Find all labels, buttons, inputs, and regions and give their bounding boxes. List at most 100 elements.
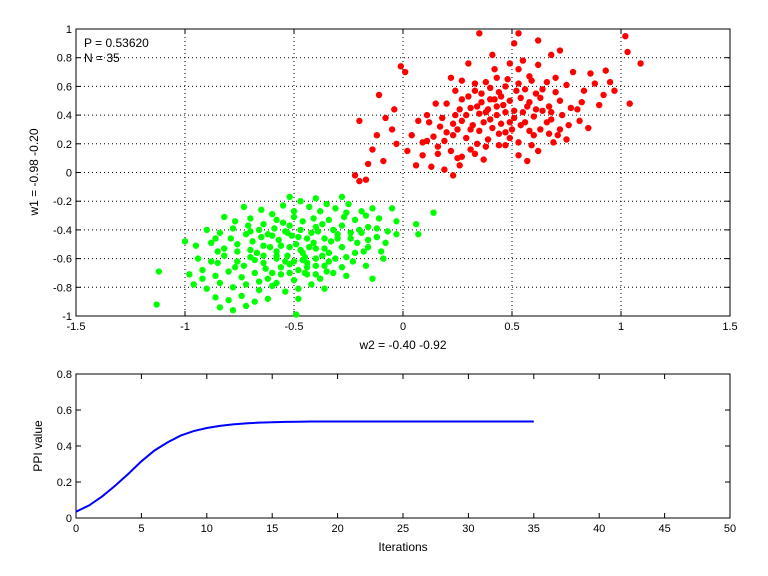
scatter-point-series-2	[273, 252, 280, 259]
scatter-point-series-2	[297, 198, 304, 205]
scatter-point-series-2	[351, 216, 359, 224]
scatter-point-series-2	[212, 294, 219, 301]
scatter-point-series-2	[364, 236, 372, 244]
line-x-tick-label: 30	[462, 523, 474, 535]
scatter-point-series-1	[412, 162, 420, 169]
scatter-point-series-2	[321, 285, 328, 292]
scatter-point-series-1	[432, 100, 439, 107]
scatter-point-series-2	[221, 252, 228, 259]
scatter-point-series-1	[611, 87, 618, 94]
scatter-point-series-2	[290, 276, 298, 284]
scatter-point-series-1	[458, 117, 466, 125]
line-x-tick-label: 20	[331, 523, 343, 535]
scatter-point-series-2	[212, 235, 219, 242]
scatter-point-series-2	[260, 220, 267, 228]
scatter-point-series-1	[441, 137, 448, 145]
scatter-point-series-2	[229, 284, 237, 291]
scatter-point-series-2	[388, 205, 396, 212]
scatter-point-series-2	[340, 213, 348, 221]
scatter-point-series-2	[194, 255, 202, 262]
scatter-point-series-1	[556, 126, 564, 133]
scatter-point-series-2	[255, 226, 263, 234]
scatter-point-series-1	[558, 111, 566, 119]
scatter-point-series-2	[260, 259, 267, 267]
scatter-y-axis-label: w1 = -0.98 -0.20	[27, 128, 41, 216]
scatter-y-tick-label: -0.8	[53, 282, 72, 294]
line-x-tick-label: 0	[73, 523, 79, 535]
scatter-point-series-2	[321, 262, 328, 269]
scatter-point-series-1	[585, 124, 592, 132]
scatter-point-series-1	[563, 136, 570, 143]
scatter-point-series-2	[255, 286, 263, 294]
scatter-point-series-1	[508, 126, 516, 133]
scatter-point-series-1	[419, 152, 426, 159]
scatter-point-series-2	[249, 238, 256, 245]
scatter-point-series-1	[473, 103, 481, 110]
scatter-point-series-2	[297, 246, 304, 254]
scatter-point-series-1	[622, 32, 629, 40]
scatter-annotations: P = 0.53620 N = 35	[84, 36, 149, 65]
scatter-point-series-1	[587, 70, 594, 77]
scatter-point-series-1	[506, 134, 514, 142]
scatter-point-series-2	[373, 225, 381, 232]
scatter-point-series-2	[275, 236, 282, 244]
scatter-point-series-2	[323, 200, 330, 208]
scatter-point-series-2	[310, 239, 317, 247]
scatter-point-series-2	[255, 278, 263, 285]
scatter-point-series-2	[266, 243, 274, 251]
scatter-point-series-2	[351, 249, 359, 257]
scatter-point-series-1	[447, 74, 455, 81]
line-y-tick-label: 0	[66, 513, 72, 525]
scatter-y-tick-label: 0	[66, 168, 72, 180]
scatter-point-series-2	[380, 255, 387, 262]
scatter-y-tick-label: -0.2	[53, 196, 72, 208]
scatter-point-series-2	[362, 212, 370, 219]
scatter-point-series-1	[602, 67, 609, 74]
scatter-point-series-2	[203, 285, 210, 292]
scatter-point-series-2	[192, 242, 200, 249]
scatter-point-series-1	[478, 90, 485, 97]
scatter-point-series-1	[356, 177, 363, 185]
scatter-point-series-1	[552, 88, 559, 96]
scatter-point-series-1	[487, 84, 494, 92]
scatter-point-series-1	[439, 114, 446, 122]
scatter-point-series-2	[364, 243, 372, 251]
line-x-tick-label: 45	[658, 523, 670, 535]
scatter-point-series-1	[452, 111, 459, 119]
scatter-point-series-2	[312, 245, 319, 252]
scatter-point-series-1	[539, 107, 546, 114]
scatter-point-series-1	[556, 47, 564, 54]
scatter-point-series-2	[312, 255, 319, 262]
scatter-point-series-1	[576, 117, 583, 125]
scatter-point-series-1	[543, 78, 551, 86]
scatter-point-series-2	[312, 262, 319, 269]
scatter-point-series-1	[537, 94, 544, 102]
scatter-point-series-1	[591, 80, 599, 87]
scatter-point-series-1	[476, 127, 483, 135]
scatter-point-series-1	[473, 140, 481, 147]
scatter-point-series-1	[504, 76, 511, 83]
scatter-point-series-2	[306, 203, 313, 211]
scatter-point-series-2	[343, 253, 350, 261]
scatter-point-series-2	[277, 271, 285, 278]
scatter-point-series-1	[456, 106, 463, 113]
line-ticks: 0 5 10 15 20 25 30 35 40 45 50 0 0.2 0.4 0.6 0.8	[57, 369, 736, 535]
scatter-point-series-1	[482, 109, 490, 116]
scatter-point-series-2	[221, 245, 228, 252]
scatter-point-series-2	[319, 220, 326, 228]
scatter-point-series-1	[517, 94, 524, 102]
scatter-point-series-2	[155, 268, 163, 275]
scatter-point-series-1	[430, 133, 437, 140]
scatter-point-series-2	[264, 295, 272, 302]
scatter-point-series-2	[412, 220, 420, 228]
scatter-point-series-1	[391, 106, 398, 113]
scatter-point-series-2	[369, 275, 376, 282]
scatter-point-series-2	[199, 275, 206, 282]
scatter-point-series-2	[415, 231, 422, 238]
scatter-point-series-2	[338, 243, 346, 251]
line-x-tick-label: 10	[201, 523, 213, 535]
scatter-point-series-2	[242, 302, 250, 310]
scatter-point-series-1	[532, 90, 540, 97]
scatter-point-series-2	[190, 281, 197, 288]
scatter-point-series-2	[301, 253, 309, 261]
